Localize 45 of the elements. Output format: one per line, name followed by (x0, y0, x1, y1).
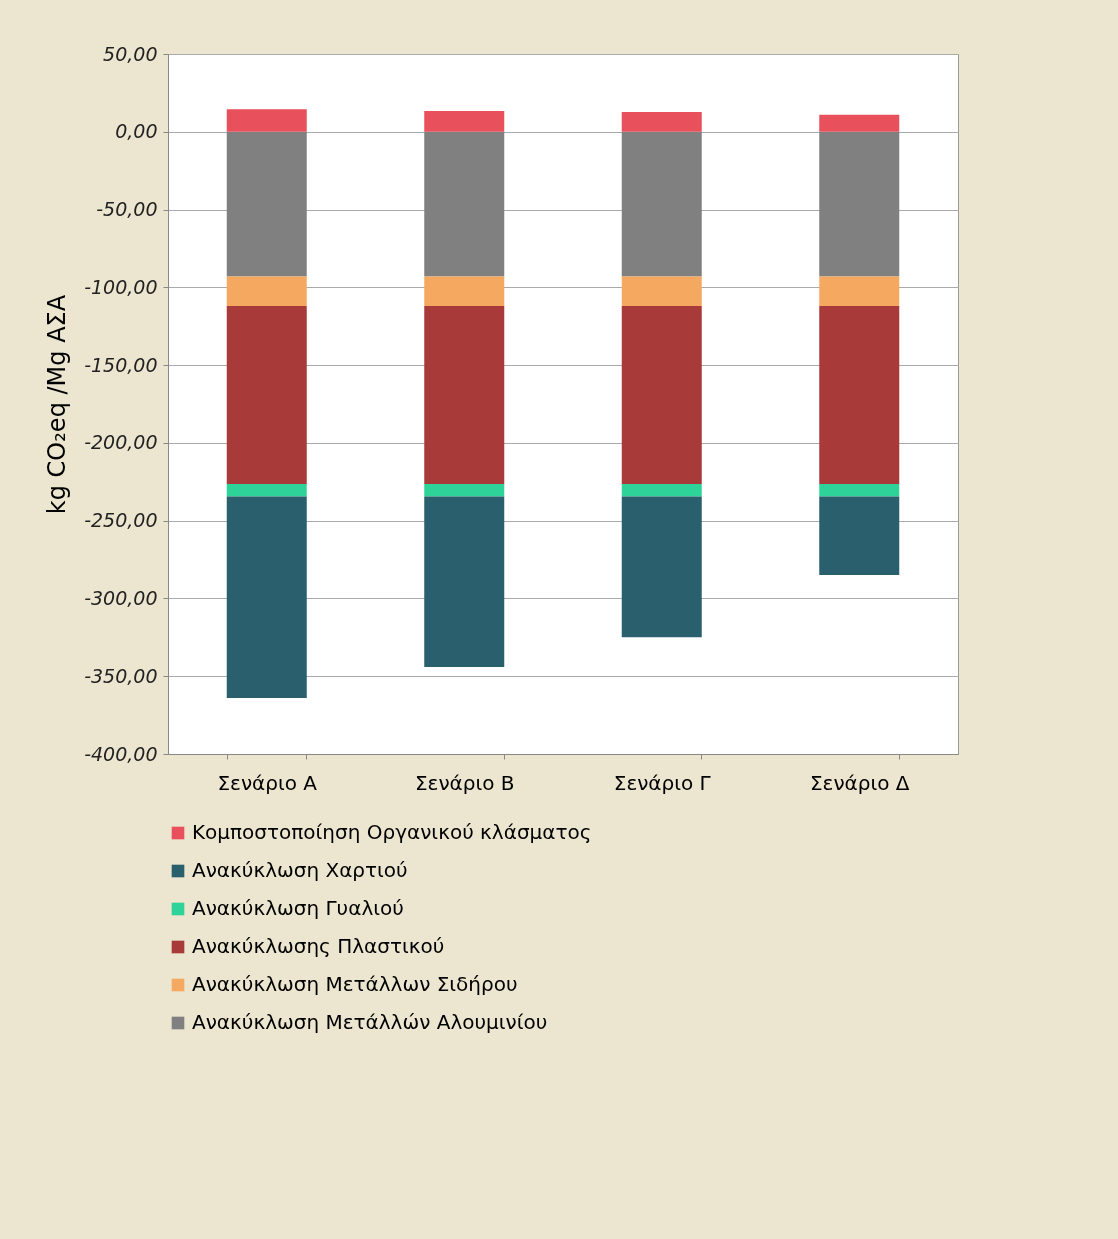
x-tick-label: Σενάριο Β (414, 770, 515, 795)
y-tick-label: 50,00 (103, 42, 158, 65)
bar (621, 496, 702, 638)
bar (621, 306, 702, 485)
y-tick-label: -200,00 (84, 431, 158, 454)
y-tick-label: -300,00 (84, 586, 158, 609)
bar (226, 109, 307, 132)
bar (819, 496, 900, 576)
bar (424, 131, 505, 277)
bar (226, 306, 307, 485)
x-tick-label: Σενάριο Γ (613, 770, 712, 795)
y-tick-label: -150,00 (84, 353, 158, 376)
x-tick-label: Σενάριο Α (217, 770, 318, 795)
legend-label: Ανακύκλωσης Πλαστικού (192, 934, 445, 958)
legend-label: Ανακύκλωση Μετάλλων Σιδήρου (192, 972, 518, 996)
bar (226, 276, 307, 306)
bar (424, 276, 505, 306)
legend-label: Ανακύκλωση Χαρτιού (192, 858, 408, 882)
y-tick-label: 0,00 (115, 120, 158, 143)
bar (819, 484, 900, 497)
legend-label: Κομποστοποίηση Οργανικού κλάσματος (192, 820, 592, 844)
bar (819, 276, 900, 306)
y-tick-label: -100,00 (84, 275, 158, 298)
bar (424, 111, 505, 132)
bar (424, 306, 505, 485)
bar (819, 306, 900, 485)
y-tick-label: -250,00 (84, 509, 158, 532)
y-tick-label: -350,00 (84, 664, 158, 687)
bar (424, 484, 505, 497)
bar (226, 484, 307, 497)
bar (226, 131, 307, 277)
bar (819, 114, 900, 132)
y-tick-label: -400,00 (84, 742, 158, 765)
bar (226, 496, 307, 698)
bar (819, 131, 900, 277)
x-tick-label: Σενάριο Δ (809, 770, 910, 795)
legend-label: Ανακύκλωση Μετάλλών Αλουμινίου (192, 1010, 548, 1034)
bar (621, 112, 702, 132)
bar (621, 276, 702, 306)
y-axis-title: kg CO₂eq /Mg ΑΣΑ (43, 294, 72, 515)
bar (621, 484, 702, 497)
bar (424, 496, 505, 667)
legend-label: Ανακύκλωση Γυαλιού (192, 896, 404, 920)
y-tick-label: -50,00 (96, 198, 158, 221)
bar (621, 131, 702, 277)
